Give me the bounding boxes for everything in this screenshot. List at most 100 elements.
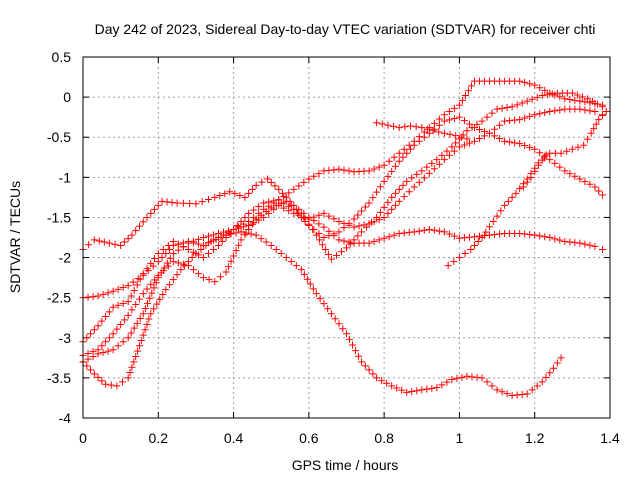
data-point-sat-c bbox=[137, 336, 145, 344]
data-point-sat-a bbox=[576, 239, 584, 247]
data-point-sat-f bbox=[114, 342, 122, 350]
data-point-sat-e bbox=[98, 342, 106, 350]
data-point-sat-a bbox=[526, 231, 534, 239]
data-point-sat-d bbox=[265, 198, 273, 206]
data-point-sat-c bbox=[173, 271, 181, 279]
data-point-sat-e bbox=[169, 258, 177, 266]
data-point-sat-a bbox=[491, 231, 499, 239]
data-point-sat-h bbox=[482, 228, 490, 236]
data-point-sat-d bbox=[189, 248, 197, 256]
data-point-sat-d bbox=[420, 133, 428, 141]
data-point-sat-a bbox=[315, 220, 323, 228]
data-point-sat-e bbox=[354, 232, 362, 240]
data-point-sat-f bbox=[546, 108, 554, 116]
data-point-sat-d bbox=[204, 250, 212, 258]
data-point-sat-h bbox=[508, 193, 516, 201]
data-point-sat-e bbox=[102, 338, 110, 346]
data-point-sat-c bbox=[423, 385, 431, 393]
data-point-sat-e bbox=[588, 97, 596, 105]
y-tick-label: -4 bbox=[59, 410, 72, 426]
data-point-sat-d bbox=[139, 270, 147, 278]
data-point-sat-e bbox=[287, 201, 295, 209]
data-point-sat-d bbox=[169, 238, 177, 246]
data-point-sat-d bbox=[506, 138, 514, 146]
data-point-sat-d bbox=[164, 242, 172, 250]
data-point-sat-f bbox=[130, 324, 138, 332]
data-point-sat-e bbox=[227, 257, 235, 265]
y-tick-label: -2.5 bbox=[47, 290, 71, 306]
y-axis-label: SDTVAR / TECUs bbox=[7, 181, 23, 293]
data-point-sat-a bbox=[163, 198, 171, 206]
data-point-sat-d bbox=[354, 211, 362, 219]
data-point-sat-f bbox=[395, 197, 403, 205]
data-point-sat-g bbox=[406, 122, 414, 130]
data-point-sat-d bbox=[403, 149, 411, 157]
data-point-sat-d bbox=[551, 159, 559, 167]
data-point-sat-c bbox=[169, 276, 177, 284]
data-point-sat-d bbox=[430, 125, 438, 133]
data-point-sat-c bbox=[166, 281, 174, 289]
data-point-sat-c bbox=[428, 384, 436, 392]
data-point-sat-a bbox=[380, 234, 388, 242]
data-point-sat-f bbox=[179, 243, 187, 251]
data-point-sat-c bbox=[463, 372, 471, 380]
data-point-sat-f bbox=[430, 165, 438, 173]
data-point-sat-a bbox=[135, 222, 143, 230]
data-point-sat-a bbox=[117, 242, 125, 250]
data-point-sat-f bbox=[215, 229, 223, 237]
data-point-sat-e bbox=[225, 263, 233, 271]
data-point-sat-b bbox=[526, 80, 534, 88]
data-point-sat-f bbox=[194, 235, 202, 243]
data-point-sat-b bbox=[158, 254, 166, 262]
data-point-sat-b bbox=[295, 182, 303, 190]
data-point-sat-b bbox=[390, 153, 398, 161]
data-point-sat-e bbox=[388, 193, 396, 201]
data-point-sat-f bbox=[556, 106, 564, 114]
data-point-sat-c bbox=[153, 300, 161, 308]
data-point-sat-d bbox=[576, 175, 584, 183]
data-point-sat-e bbox=[232, 247, 240, 255]
data-point-sat-f bbox=[235, 224, 243, 232]
x-tick-label: 0 bbox=[79, 430, 87, 446]
data-point-sat-d bbox=[83, 334, 91, 342]
data-point-sat-f bbox=[576, 105, 584, 113]
data-point-sat-b bbox=[330, 166, 338, 174]
data-point-sat-h bbox=[587, 129, 595, 137]
data-point-sat-b bbox=[461, 92, 469, 100]
data-point-sat-f bbox=[275, 201, 283, 209]
data-point-sat-e bbox=[452, 139, 460, 147]
data-point-sat-d bbox=[136, 275, 144, 283]
data-point-sat-e bbox=[391, 189, 399, 197]
data-point-sat-d bbox=[425, 129, 433, 137]
data-point-sat-c bbox=[207, 238, 215, 246]
data-point-sat-c bbox=[94, 373, 102, 381]
data-point-sat-b bbox=[541, 86, 549, 94]
data-point-sat-c bbox=[352, 347, 360, 355]
data-point-sat-b bbox=[290, 185, 298, 193]
data-point-sat-c bbox=[343, 330, 350, 338]
data-point-sat-f bbox=[516, 116, 524, 124]
data-point-sat-b bbox=[114, 285, 122, 293]
data-point-sat-d bbox=[109, 303, 117, 311]
data-point-sat-a bbox=[365, 239, 373, 247]
data-point-sat-d bbox=[90, 326, 98, 334]
data-point-sat-h bbox=[574, 143, 582, 151]
data-point-sat-e bbox=[327, 255, 335, 263]
data-point-sat-d bbox=[130, 286, 138, 294]
data-point-sat-f bbox=[440, 156, 448, 164]
data-point-sat-f bbox=[230, 225, 238, 233]
data-point-sat-b bbox=[305, 175, 313, 183]
data-point-sat-b bbox=[119, 284, 127, 292]
data-point-sat-e bbox=[463, 127, 471, 135]
data-point-sat-e bbox=[128, 306, 136, 314]
data-point-sat-b bbox=[325, 166, 333, 174]
data-point-sat-f bbox=[133, 319, 141, 327]
data-point-sat-a bbox=[470, 233, 478, 241]
data-point-sat-i bbox=[531, 167, 539, 175]
data-point-sat-c bbox=[212, 235, 220, 243]
data-point-sat-c bbox=[126, 369, 134, 377]
data-point-sat-h bbox=[444, 262, 452, 270]
data-point-sat-b bbox=[166, 246, 174, 254]
data-point-sat-a bbox=[85, 241, 93, 249]
data-point-sat-b bbox=[380, 161, 388, 169]
